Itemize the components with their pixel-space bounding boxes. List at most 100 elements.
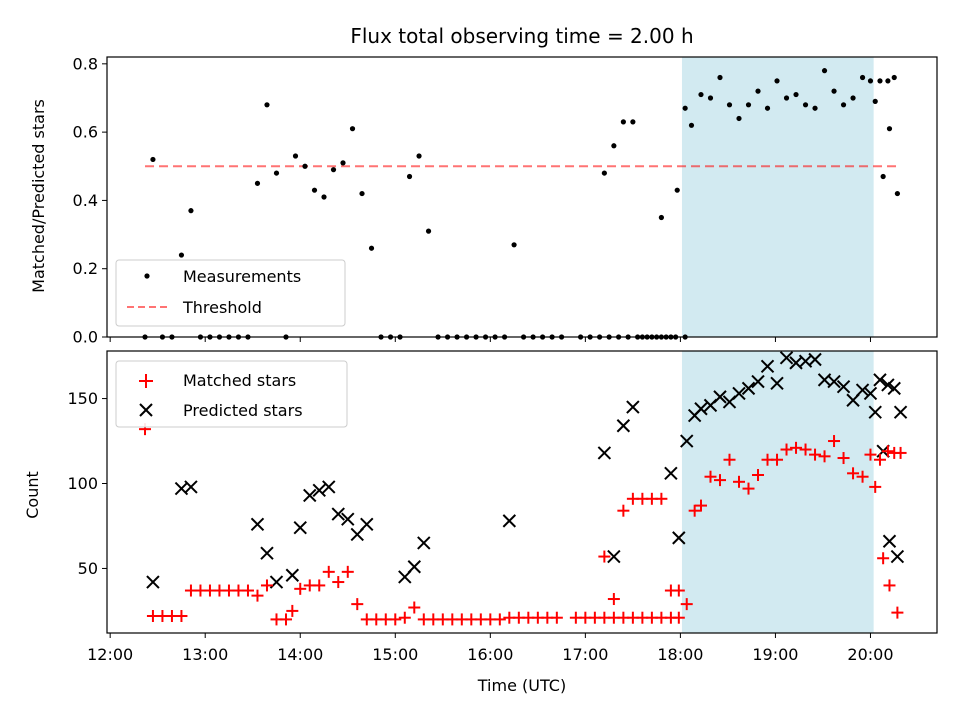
matched-star-point [809, 448, 822, 461]
matched-star-point [877, 552, 890, 565]
matched-star-point [694, 499, 707, 512]
predicted-star-point [760, 359, 775, 373]
x-tick-label: 15:00 [372, 645, 418, 664]
measurement-point [755, 88, 761, 94]
predicted-star-point [417, 536, 431, 550]
matched-star-point [680, 598, 693, 611]
measurement-point [894, 190, 901, 197]
measurement-point [630, 119, 636, 125]
matched-star-point [894, 446, 907, 459]
measurement-point [330, 167, 337, 173]
measurement-point [736, 115, 742, 122]
matched-star-point [881, 445, 894, 458]
matched-star-point [733, 475, 746, 488]
matched-star-point [175, 610, 188, 623]
bottom-y-ticks: 50 100 150 [67, 389, 107, 578]
predicted-star-point [250, 517, 265, 531]
predicted-star-point [713, 390, 727, 404]
predicted-star-point [881, 378, 895, 392]
predicted-star-point [293, 520, 307, 535]
matched-star-point [864, 448, 877, 461]
x-tick-label: 18:00 [657, 645, 703, 664]
bottom-highlight-span [681, 351, 874, 633]
predicted-star-point [887, 381, 901, 396]
measurement-point [674, 187, 680, 193]
matched-star-point [713, 474, 726, 487]
bottom-y-tick-label: 100 [67, 474, 98, 493]
predicted-star-point [770, 376, 784, 390]
matched-star-point [672, 611, 685, 624]
matched-star-point [752, 469, 765, 482]
top-legend-box [115, 259, 346, 327]
predicted-star-point [808, 352, 822, 367]
predicted-star-point [303, 488, 317, 503]
measurement-point [726, 102, 733, 108]
matched-star-point [389, 613, 402, 626]
measurement-point [150, 156, 156, 163]
matched-star-point [742, 482, 755, 495]
measurement-point [872, 98, 878, 104]
matched-star-point [617, 504, 630, 517]
x-tick-label: 12:00 [87, 645, 133, 664]
measurement-point [707, 95, 714, 101]
measurement-point [688, 122, 695, 128]
x-tick-label: 16:00 [467, 645, 513, 664]
bottom-legend: Matched stars Predicted stars [115, 360, 348, 428]
predicted-star-point [827, 374, 841, 389]
predicted-star-point [741, 381, 756, 396]
x-tick-label: 19:00 [752, 645, 798, 664]
measurement-point [311, 187, 318, 193]
legend-measurements-label: Measurements [183, 267, 301, 286]
matched-star-point [780, 443, 793, 456]
matched-star-point [869, 480, 882, 493]
measurement-point [821, 68, 828, 74]
top-y-tick-label: 0.0 [73, 328, 98, 347]
measurement-point [254, 180, 261, 186]
predicted-star-point [779, 351, 794, 365]
measurement-point [178, 252, 185, 258]
measurement-point [601, 170, 607, 176]
predicted-star-point [341, 512, 355, 526]
legend-predicted-marker [139, 403, 153, 417]
top-legend: Measurements Threshold [115, 259, 346, 327]
matched-star-point [550, 611, 563, 624]
matched-star-point [771, 453, 784, 466]
matched-star-point [408, 601, 421, 614]
predicted-star-point [285, 568, 300, 582]
predicted-star-point [732, 386, 746, 401]
measurement-point [850, 95, 856, 101]
predicted-star-point [407, 560, 421, 574]
top-x-ticks [109, 337, 871, 342]
predicted-star-point [184, 480, 198, 494]
matched-star-point [828, 435, 841, 448]
matched-star-point [672, 584, 685, 597]
top-y-tick-label: 0.2 [73, 259, 98, 278]
measurement-point [611, 143, 617, 149]
measurement-point [340, 160, 346, 166]
predicted-star-point [607, 549, 621, 564]
predicted-star-point [873, 373, 887, 387]
measurement-point [368, 245, 375, 251]
x-tick-label: 13:00 [182, 645, 228, 664]
top-panel: 0.00.20.40.60.8 Matched/Predicted stars … [29, 54, 938, 347]
measurement-point [783, 95, 790, 101]
matched-star-point [351, 598, 364, 611]
predicted-star-point [312, 483, 326, 498]
measurement-point [425, 228, 432, 234]
matched-star-point [279, 613, 292, 626]
measurement-point [620, 119, 626, 125]
matched-star-point [799, 443, 812, 456]
top-y-tick-label: 0.4 [73, 191, 98, 210]
measurement-point [292, 153, 299, 159]
matched-star-point [493, 613, 506, 626]
top-y-tick-label: 0.6 [73, 123, 98, 142]
measurement-point [658, 214, 664, 221]
matched-star-point [313, 579, 326, 592]
predicted-star-point [597, 446, 612, 460]
bottom-legend-box [115, 360, 348, 428]
predicted-star-point [502, 514, 517, 528]
measurement-point [880, 173, 886, 180]
matched-star-point [704, 470, 717, 483]
matched-star-point [398, 611, 411, 624]
